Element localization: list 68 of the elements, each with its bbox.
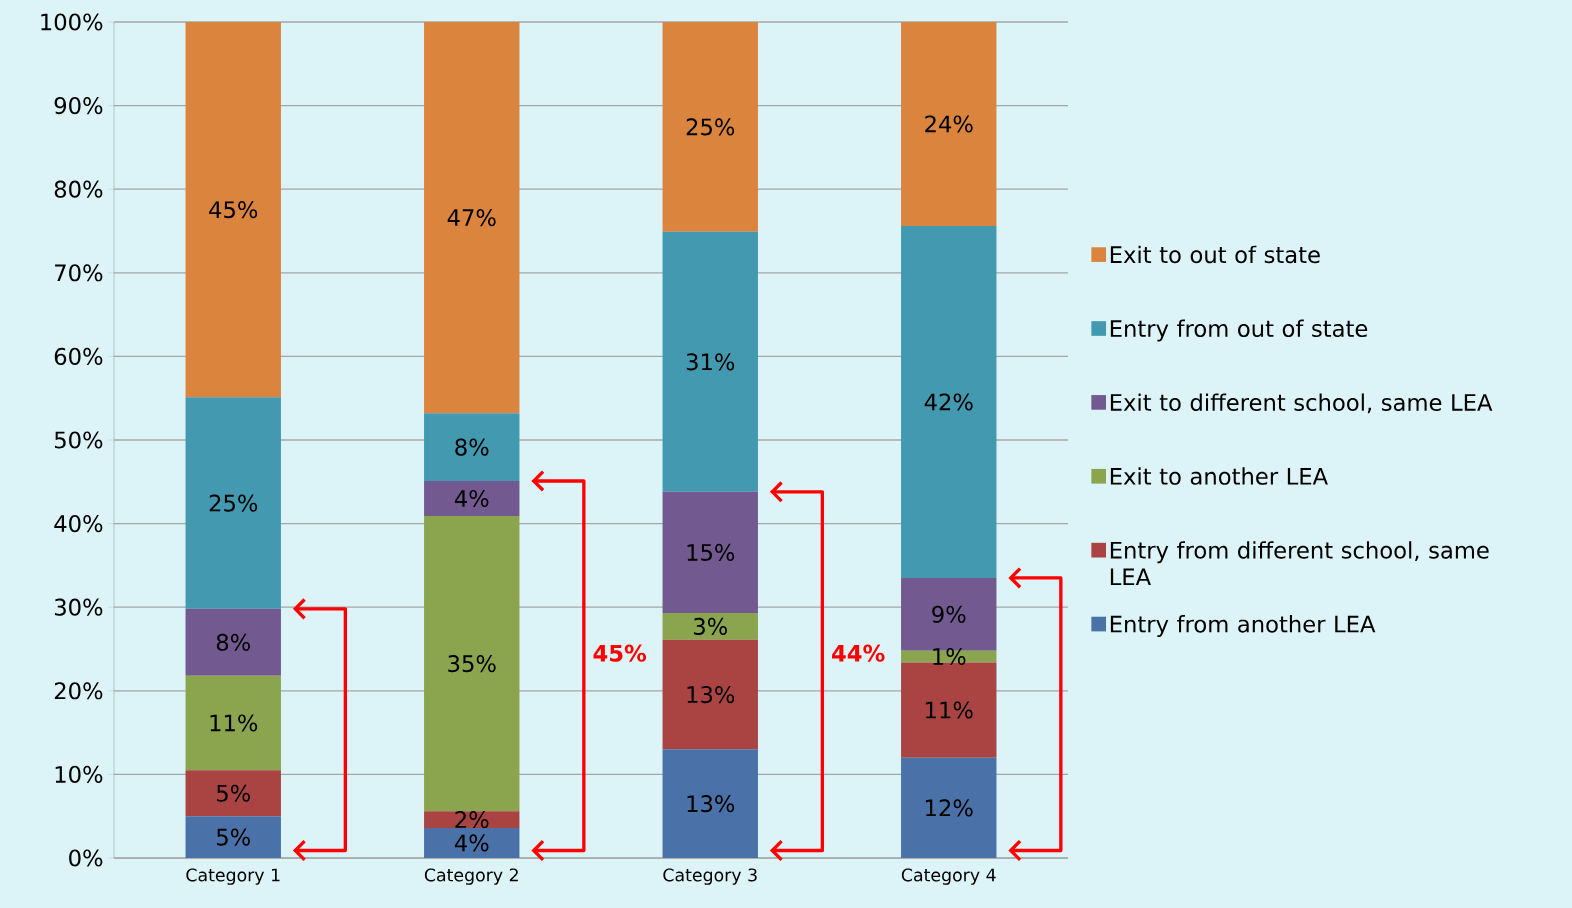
data-label: 45% xyxy=(209,201,258,219)
y-tick-label: 40% xyxy=(54,515,103,533)
data-label: 3% xyxy=(694,617,727,635)
y-tick-label: 80% xyxy=(54,180,103,198)
legend-label: Exit to another LEA xyxy=(1110,467,1328,485)
bar xyxy=(662,231,758,492)
bar xyxy=(901,225,997,578)
legend-label: Entry from out of state xyxy=(1110,319,1368,342)
data-label: 11% xyxy=(926,701,973,719)
bar xyxy=(185,675,281,771)
bar xyxy=(424,516,520,812)
y-tick-label: 90% xyxy=(54,97,103,115)
bar xyxy=(185,816,281,858)
data-label: 13% xyxy=(687,685,735,704)
legend-label: Exit to out of state xyxy=(1110,245,1320,264)
y-tick-label: 100% xyxy=(41,13,103,31)
data-label: 8% xyxy=(216,633,250,651)
data-label: 5% xyxy=(217,828,250,846)
y-tick-label: 70% xyxy=(55,264,103,282)
y-tick-label: 20% xyxy=(54,682,103,700)
data-label: 25% xyxy=(686,118,735,136)
y-tick-label: 60% xyxy=(54,347,103,365)
bar xyxy=(662,613,758,640)
data-label: 12% xyxy=(926,799,973,817)
bar xyxy=(185,397,281,609)
bar xyxy=(185,770,281,817)
annotation: 45% xyxy=(593,644,647,662)
y-tick-label: 10% xyxy=(55,765,103,783)
legend-label: Exit to different school, same LEA xyxy=(1110,393,1493,414)
bar xyxy=(185,21,281,398)
data-label: 31% xyxy=(686,353,735,371)
data-label: 4% xyxy=(454,834,489,852)
bar xyxy=(662,491,758,614)
y-tick-label: 0% xyxy=(69,849,103,867)
data-label: 24% xyxy=(925,115,973,133)
data-label: 1% xyxy=(933,647,966,666)
data-label: 9% xyxy=(932,605,966,623)
bar xyxy=(424,21,520,414)
legend-label: Entry from another LEA xyxy=(1110,615,1376,638)
data-label: 8% xyxy=(455,438,489,456)
bar xyxy=(662,749,758,858)
data-label: 5% xyxy=(217,784,250,802)
bar xyxy=(424,811,520,828)
bar xyxy=(424,480,520,517)
bar xyxy=(662,639,758,750)
data-label: 42% xyxy=(924,393,973,411)
data-label: 47% xyxy=(447,209,496,227)
x-tick-label: Category 3 xyxy=(663,868,757,885)
bar xyxy=(424,413,520,481)
bar xyxy=(424,827,520,858)
data-label: 35% xyxy=(448,655,496,673)
annotation: 44% xyxy=(832,644,885,662)
legend-label: Entry from different school, same LEA xyxy=(1110,541,1489,586)
data-label: 25% xyxy=(209,494,258,512)
bar xyxy=(901,21,997,226)
bar xyxy=(901,757,997,858)
data-label: 4% xyxy=(454,489,489,508)
data-label: 2% xyxy=(455,810,489,829)
x-tick-label: Category 4 xyxy=(901,868,996,885)
data-label: 13% xyxy=(687,795,735,813)
y-tick-label: 50% xyxy=(54,431,103,449)
bar xyxy=(662,21,758,232)
x-tick-label: Category 1 xyxy=(186,868,280,885)
data-label: 15% xyxy=(687,543,735,561)
y-tick-label: 30% xyxy=(54,598,103,616)
x-tick-label: Category 2 xyxy=(424,868,518,885)
data-label: 11% xyxy=(210,714,258,732)
bar xyxy=(185,608,281,676)
